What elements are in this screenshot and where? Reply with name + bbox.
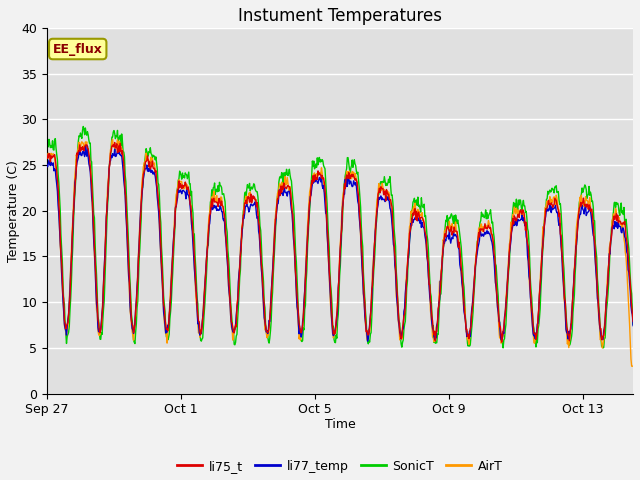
Line: SonicT: SonicT <box>47 126 633 348</box>
SonicT <box>43 144 51 150</box>
SonicT <box>294 312 302 318</box>
SonicT <box>371 256 378 262</box>
li77_temp <box>294 321 302 327</box>
li77_temp <box>371 228 379 234</box>
AirT <box>337 240 344 245</box>
li77_temp <box>84 143 92 149</box>
li75_t <box>193 294 200 300</box>
li75_t <box>498 339 506 345</box>
li77_temp <box>337 246 344 252</box>
li75_t <box>43 152 51 157</box>
SonicT <box>374 197 381 203</box>
li75_t <box>374 204 381 210</box>
AirT <box>109 136 116 142</box>
li77_temp <box>364 338 371 344</box>
SonicT <box>629 322 637 327</box>
AirT <box>629 363 637 369</box>
X-axis label: Time: Time <box>324 418 355 431</box>
li75_t <box>294 311 302 317</box>
li75_t <box>111 140 118 145</box>
li75_t <box>371 240 378 246</box>
AirT <box>294 324 302 330</box>
li75_t <box>337 245 344 251</box>
li77_temp <box>374 202 382 208</box>
li77_temp <box>43 162 51 168</box>
AirT <box>374 195 381 201</box>
SonicT <box>438 262 446 267</box>
Text: EE_flux: EE_flux <box>52 43 102 56</box>
SonicT <box>193 280 200 286</box>
SonicT <box>337 263 344 268</box>
Line: li75_t: li75_t <box>47 143 633 342</box>
Y-axis label: Temperature (C): Temperature (C) <box>7 160 20 262</box>
li77_temp <box>629 323 637 328</box>
AirT <box>43 154 51 160</box>
li77_temp <box>193 290 200 296</box>
Line: AirT: AirT <box>47 139 633 366</box>
AirT <box>628 363 636 369</box>
Legend: li75_t, li77_temp, SonicT, AirT: li75_t, li77_temp, SonicT, AirT <box>172 455 508 478</box>
Line: li77_temp: li77_temp <box>47 146 633 341</box>
SonicT <box>79 123 87 129</box>
AirT <box>438 251 446 256</box>
AirT <box>193 301 200 307</box>
Title: Instument Temperatures: Instument Temperatures <box>238 7 442 25</box>
AirT <box>371 239 378 244</box>
li75_t <box>629 319 637 324</box>
li75_t <box>438 255 446 261</box>
SonicT <box>499 345 507 351</box>
li77_temp <box>439 249 447 254</box>
